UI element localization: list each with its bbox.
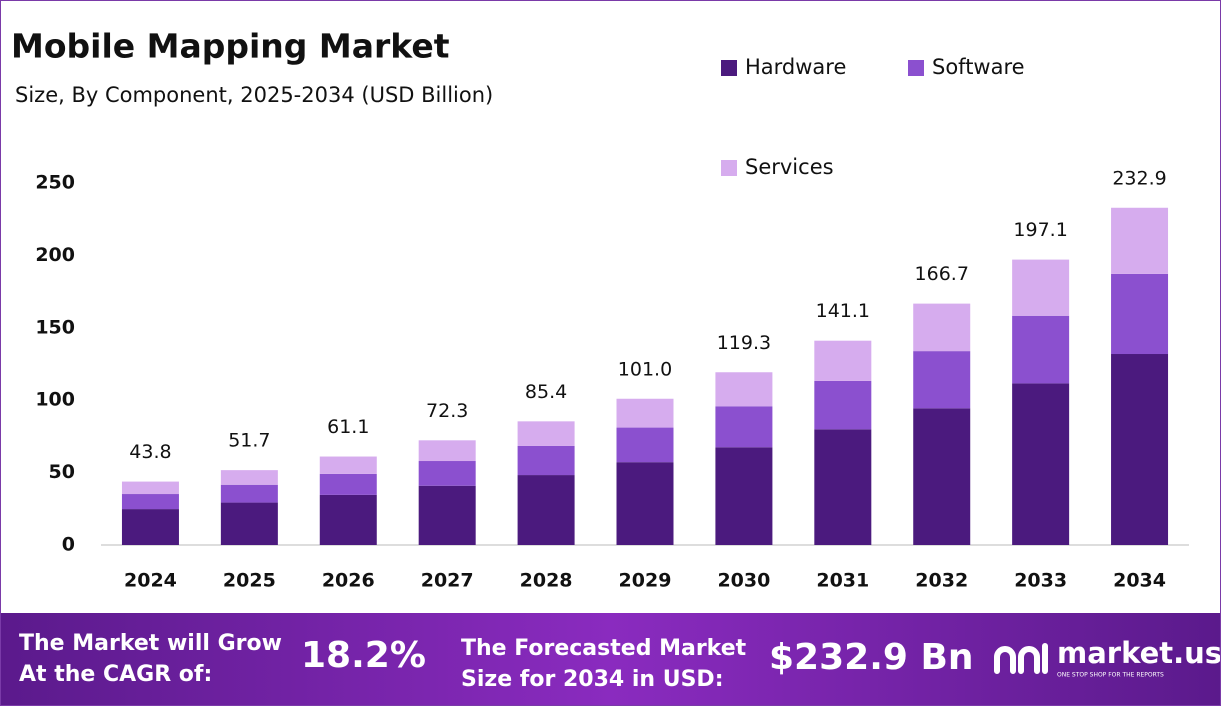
total-label: 166.7 <box>915 263 969 285</box>
bar-segment <box>715 372 773 407</box>
bar-segment <box>121 509 179 545</box>
bar-segment <box>319 456 377 474</box>
x-tick-label: 2033 <box>1014 570 1067 592</box>
bar-segment <box>220 484 278 503</box>
cagr-text: At the CAGR of: <box>19 662 212 687</box>
bar-segment <box>418 485 476 545</box>
total-label: 85.4 <box>525 381 567 403</box>
forecast-text: The Forecasted Market <box>461 636 747 661</box>
bar-segment <box>616 427 674 463</box>
forecast-text: Size for 2034 in USD: <box>461 667 724 692</box>
bar-segment <box>418 440 476 462</box>
legend-label: Services <box>745 155 834 179</box>
bar-segment <box>1111 207 1169 274</box>
x-tick-label: 2034 <box>1113 570 1166 592</box>
bar-segment <box>1111 273 1169 355</box>
total-label: 43.8 <box>129 441 171 463</box>
bar-segment <box>220 502 278 545</box>
bar-segment <box>913 351 971 409</box>
chart-subtitle: Size, By Component, 2025-2034 (USD Billi… <box>15 83 493 107</box>
x-tick-label: 2030 <box>717 570 770 592</box>
bar-segment <box>616 398 674 428</box>
bar-segment <box>814 380 872 430</box>
x-tick-label: 2028 <box>520 570 573 592</box>
x-tick-label: 2026 <box>322 570 375 592</box>
bar-segment <box>418 461 476 486</box>
x-tick-label: 2029 <box>619 570 672 592</box>
bar-segment <box>1012 315 1070 384</box>
footer-band <box>1 613 1220 705</box>
legend-label: Hardware <box>745 55 846 79</box>
y-tick-label: 50 <box>49 461 75 483</box>
bar-segment <box>517 421 575 446</box>
cagr-text: The Market will Grow <box>19 631 282 656</box>
brand: market.us <box>1057 636 1220 670</box>
legend-swatch <box>721 60 737 76</box>
bar-segment <box>517 475 575 545</box>
x-tick-label: 2032 <box>915 570 968 592</box>
bar-segment <box>319 494 377 545</box>
x-tick-label: 2025 <box>223 570 276 592</box>
y-tick-label: 200 <box>35 244 75 266</box>
total-label: 119.3 <box>717 332 771 354</box>
total-label: 101.0 <box>618 358 672 380</box>
bar-segment <box>814 340 872 381</box>
bar-segment <box>1012 383 1070 545</box>
total-label: 141.1 <box>816 300 870 322</box>
total-label: 72.3 <box>426 400 468 422</box>
bar-segment <box>1012 259 1070 316</box>
bar-segment <box>121 494 179 510</box>
bar-segment <box>913 408 971 545</box>
legend-label: Software <box>932 55 1025 79</box>
y-tick-label: 250 <box>35 172 75 194</box>
total-label: 232.9 <box>1112 167 1166 189</box>
brand-logo <box>994 643 1048 674</box>
bar-segment <box>220 470 278 485</box>
bar-segment <box>121 481 179 495</box>
total-label: 51.7 <box>228 430 270 452</box>
x-tick-label: 2031 <box>816 570 869 592</box>
bar-segment <box>715 406 773 448</box>
bar-segment <box>517 445 575 476</box>
total-label: 197.1 <box>1013 219 1067 241</box>
total-label: 61.1 <box>327 416 369 438</box>
bar-segment <box>814 429 872 545</box>
y-tick-label: 100 <box>35 389 75 411</box>
chart-title: Mobile Mapping Market <box>11 27 450 66</box>
bar-segment <box>913 303 971 352</box>
bar-segment <box>715 447 773 545</box>
bar-segment <box>319 473 377 495</box>
y-tick-label: 150 <box>35 316 75 338</box>
legend-swatch <box>908 60 924 76</box>
cagr-value: 18.2% <box>301 635 426 676</box>
x-tick-label: 2027 <box>421 570 474 592</box>
brand-tagline: ONE STOP SHOP FOR THE REPORTS <box>1057 672 1164 679</box>
x-tick-label: 2024 <box>124 570 177 592</box>
y-tick-label: 0 <box>62 534 75 556</box>
legend-swatch <box>721 160 737 176</box>
forecast-value: $232.9 Bn <box>769 637 974 678</box>
bar-segment <box>616 462 674 545</box>
bar-segment <box>1111 354 1169 545</box>
